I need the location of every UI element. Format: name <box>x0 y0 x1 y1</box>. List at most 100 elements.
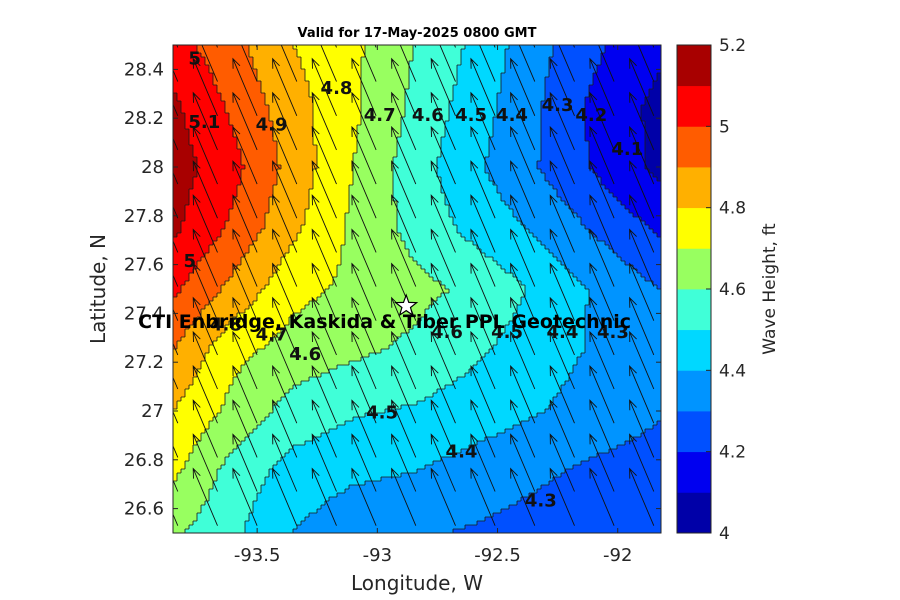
contour-band-cell <box>361 61 410 66</box>
contour-band-cell <box>345 229 398 234</box>
contour-band-cell <box>185 217 230 222</box>
contour-band-cell <box>361 121 402 126</box>
colorbar-swatch <box>677 492 711 534</box>
contour-band-cell <box>449 101 498 106</box>
colorbar-swatch <box>677 85 711 127</box>
contour-band-cell <box>173 361 202 366</box>
contour-band-cell <box>177 293 218 298</box>
contour-band-cell <box>657 73 661 78</box>
contour-band-cell <box>285 253 342 258</box>
contour-band-cell <box>193 449 234 454</box>
contour-band-cell <box>193 177 242 182</box>
contour-band-cell <box>493 121 542 126</box>
contour-band-cell <box>173 385 190 390</box>
contour-band-cell <box>181 105 226 110</box>
contour-band-cell <box>185 465 222 470</box>
contour-band-cell <box>181 101 226 106</box>
wave-direction-arrow <box>232 364 258 424</box>
contour-band-cell <box>245 309 302 314</box>
contour-band-cell <box>177 473 218 478</box>
colorbar: 4 4.2 4.4 4.6 4.8 5 5.2 <box>676 36 746 544</box>
contour-band-cell <box>257 349 382 354</box>
contour-band-cell <box>529 493 661 498</box>
contour-band-cell <box>173 137 190 142</box>
wave-direction-arrow <box>173 479 179 492</box>
contour-label: 4.3 <box>525 490 557 511</box>
wave-direction-arrow <box>351 228 377 287</box>
colorbar-tick-label: 4.4 <box>719 361 746 381</box>
contour-band-cell <box>301 309 426 314</box>
wave-direction-arrow <box>470 296 496 356</box>
plot-frame <box>172 44 662 534</box>
contour-band-cell <box>509 321 586 326</box>
contour-band-cell <box>545 245 610 250</box>
contour-band-cell <box>453 89 502 94</box>
contour-band-cell <box>641 117 661 122</box>
contour-band-cell <box>261 229 302 234</box>
contour-band-cell <box>513 209 574 214</box>
contour-band-cell <box>589 85 654 90</box>
contour-band-cell <box>225 397 282 402</box>
y-tick-label: 28.4 <box>124 59 164 80</box>
contour-band-cell <box>329 497 522 502</box>
contour-band-cell <box>621 201 661 206</box>
contour-band-cell <box>249 49 298 54</box>
wave-direction-arrow <box>311 160 337 219</box>
contour-band-cell <box>585 349 661 354</box>
contour-band-cell <box>501 73 550 78</box>
contour-band-cell <box>189 193 238 198</box>
contour-band-cell <box>173 93 178 98</box>
contour-band-cell <box>353 169 394 174</box>
contour-band-cell <box>233 377 310 382</box>
contour-band-cell <box>293 45 366 50</box>
contour-band-cell <box>537 237 598 242</box>
contour-band-cell <box>173 265 198 270</box>
contour-band-cell <box>653 173 661 178</box>
wave-direction-arrow <box>295 45 298 48</box>
wave-direction-arrow <box>470 57 496 116</box>
contour-band-cell <box>221 333 278 338</box>
contour-band-cell <box>405 113 450 118</box>
contour-band-cell <box>553 53 602 58</box>
contour-band-cell <box>173 513 198 518</box>
wave-direction-arrow <box>232 160 258 219</box>
wave-direction-arrow <box>510 296 536 356</box>
contour-band-cell <box>557 193 614 198</box>
contour-band-cell <box>173 189 190 194</box>
contour-band-cell <box>433 461 582 466</box>
contour-band-cell <box>365 481 550 486</box>
contour-band-cell <box>593 169 650 174</box>
contour-band-cell <box>173 65 210 70</box>
wave-direction-arrow <box>192 364 218 424</box>
contour-band-cell <box>249 433 322 438</box>
contour-band-cell <box>461 53 506 58</box>
wave-direction-arrow <box>351 399 377 458</box>
contour-band-cell <box>241 161 278 166</box>
contour-band-cell <box>361 89 406 94</box>
wave-direction-arrow <box>215 45 218 48</box>
contour-band-cell <box>237 137 274 142</box>
contour-band-cell <box>521 421 658 426</box>
contour-band-cell <box>173 57 206 62</box>
wave-direction-arrow <box>311 57 337 116</box>
contour-band-cell <box>397 201 446 206</box>
contour-band-cell <box>397 153 442 158</box>
contour-band-cell <box>265 221 306 226</box>
contour-band-cell <box>585 129 646 134</box>
contour-band-cell <box>589 297 661 302</box>
contour-band-cell <box>173 273 190 278</box>
contour-band-cell <box>229 321 290 326</box>
contour-band-cell <box>277 265 338 270</box>
wave-direction-arrow <box>589 57 615 116</box>
x-axis-label: Longitude, W <box>351 571 483 595</box>
contour-band-cell <box>173 321 194 326</box>
wave-direction-arrow <box>549 228 575 287</box>
contour-band-cell <box>173 481 214 486</box>
contour-band-cell <box>181 397 226 402</box>
contour-band-cell <box>173 509 202 514</box>
contour-band-cell <box>393 157 438 162</box>
contour-band-cell <box>393 177 442 182</box>
contour-band-cell <box>341 245 406 250</box>
contour-band-cell <box>269 113 314 118</box>
contour-band-cell <box>357 133 402 138</box>
